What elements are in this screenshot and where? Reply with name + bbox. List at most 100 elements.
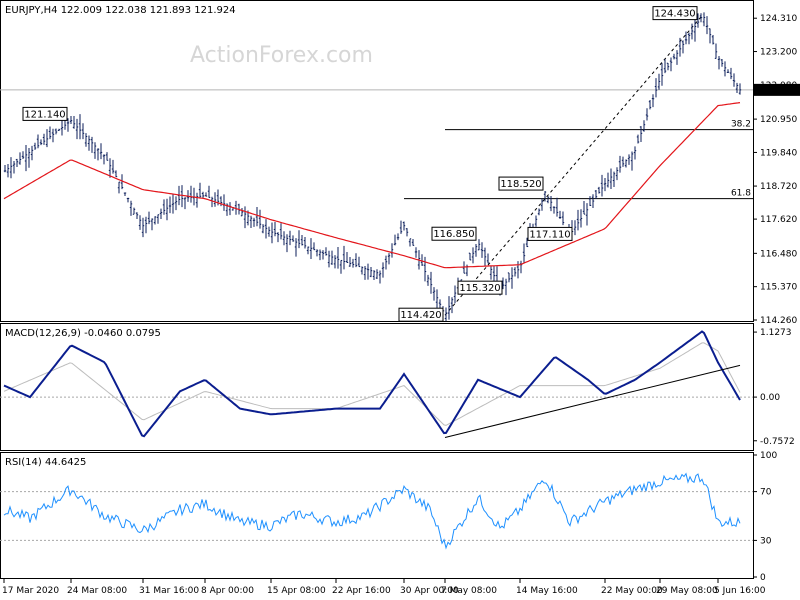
price-bar — [705, 16, 709, 35]
price-bar — [306, 246, 310, 255]
price-tick-label: 117.620 — [760, 215, 797, 225]
price-bar — [612, 171, 616, 187]
annotation-box — [22, 106, 68, 121]
time-tick-label: 29 May 08:00 — [656, 586, 718, 596]
price-bar — [645, 108, 649, 121]
price-bar — [315, 249, 319, 257]
macd-tick-label: 0.00 — [760, 393, 780, 403]
price-bar — [45, 129, 49, 148]
fib-level-label: 61.8 — [731, 189, 751, 199]
price-bar — [558, 210, 562, 220]
price-tick-label: 123.200 — [760, 48, 797, 58]
rsi-panel — [0, 452, 754, 579]
price-bar — [621, 156, 625, 167]
price-bar — [126, 197, 130, 203]
price-tick-label: 120.950 — [760, 115, 797, 125]
price-bar — [633, 146, 637, 160]
price-bar — [624, 159, 628, 168]
price-bar — [717, 55, 721, 70]
price-bar — [57, 128, 61, 131]
price-bar — [318, 249, 322, 261]
price-bar — [636, 134, 640, 144]
price-bar — [135, 212, 139, 220]
macd-line — [3, 330, 741, 438]
annotation-text: 121.140 — [24, 109, 65, 120]
price-bar — [195, 192, 199, 208]
time-tick-label: 5 Jun 16:00 — [714, 586, 766, 596]
price-bar — [483, 247, 487, 267]
price-tick-label: 118.720 — [760, 182, 797, 192]
annotation-text: 117.110 — [529, 229, 570, 240]
price-bar — [42, 133, 46, 145]
annotation-box — [457, 280, 503, 295]
macd-trendline — [444, 364, 741, 438]
price-bar — [702, 12, 706, 27]
price-bar — [651, 94, 655, 108]
price-bar — [276, 232, 280, 243]
time-tick-label: 22 May 00:00 — [601, 586, 663, 596]
price-bar — [261, 224, 265, 234]
price-bar — [579, 209, 583, 228]
price-bar — [738, 83, 742, 95]
price-bar — [504, 278, 508, 296]
price-bar — [102, 154, 106, 165]
price-annotations: 121.140 114.420 116.850 115.320 118.520 117.1… — [22, 6, 698, 322]
rsi-axis: 100 70 30 0 — [753, 451, 777, 583]
price-bar — [657, 73, 661, 90]
price-tick-label: 124.310 — [760, 14, 797, 24]
price-bar — [630, 151, 634, 171]
price-bar — [84, 133, 88, 147]
price-bar — [90, 136, 94, 153]
price-annotation: 124.430 — [652, 6, 698, 21]
price-bar — [330, 250, 334, 265]
price-bar — [345, 251, 349, 263]
time-tick-label: 8 Apr 00:00 — [201, 586, 254, 596]
price-bar — [552, 206, 556, 214]
price-bar — [594, 190, 598, 199]
price-bar — [534, 215, 538, 227]
price-bar — [549, 196, 553, 212]
annotation-box — [431, 226, 477, 241]
price-bar — [468, 252, 472, 261]
price-bar — [405, 228, 409, 237]
price-bar — [69, 115, 73, 125]
price-bar — [285, 234, 289, 253]
price-bar — [711, 34, 715, 45]
price-bar — [354, 253, 358, 268]
price-bar — [267, 226, 271, 237]
annotation-box — [527, 226, 573, 241]
price-bar — [561, 211, 565, 226]
price-bar — [555, 197, 559, 217]
annotation-text: 115.320 — [459, 283, 500, 294]
price-bar — [282, 231, 286, 246]
price-bar — [666, 62, 670, 71]
price-bar — [189, 185, 193, 203]
price-bar — [87, 135, 91, 151]
price-bar — [222, 194, 226, 211]
time-tick-label: 24 Mar 08:00 — [67, 586, 127, 596]
price-bar — [516, 261, 520, 279]
price-bar — [525, 237, 529, 248]
price-bar — [129, 200, 133, 216]
price-title: EURJPY,H4 122.009 122.038 121.893 121.92… — [5, 5, 236, 16]
price-bar — [420, 254, 424, 266]
time-tick-label: 22 Apr 16:00 — [332, 586, 391, 596]
price-bar — [687, 32, 691, 45]
price-bar — [327, 250, 331, 268]
price-bar — [618, 155, 622, 173]
price-bar — [648, 99, 652, 110]
price-bar — [402, 221, 406, 231]
price-bar — [384, 255, 388, 270]
time-tick-label: 17 Mar 2020 — [2, 586, 59, 596]
price-bar — [243, 206, 247, 229]
annotation-text: 124.430 — [654, 9, 695, 20]
price-bar — [411, 238, 415, 246]
price-bar — [507, 272, 511, 283]
time-tick-label: 14 May 16:00 — [516, 586, 578, 596]
rsi-tick-label: 70 — [760, 488, 772, 498]
price-bar — [30, 145, 34, 161]
price-annotation: 118.520 — [498, 176, 544, 191]
price-bar — [183, 197, 187, 210]
price-bar — [105, 152, 109, 161]
